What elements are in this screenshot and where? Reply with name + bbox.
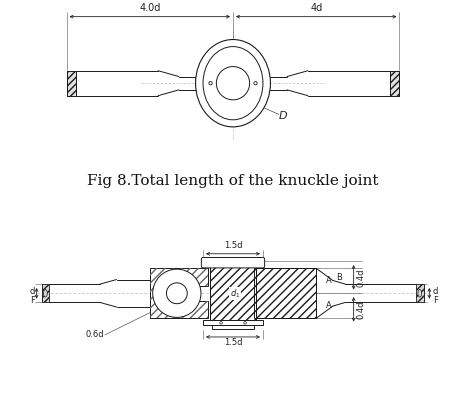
Bar xyxy=(203,261,263,266)
Ellipse shape xyxy=(220,322,222,324)
Bar xyxy=(210,266,256,320)
Bar xyxy=(254,268,316,318)
Text: F: F xyxy=(30,296,35,305)
Text: 0.4d: 0.4d xyxy=(356,300,365,319)
Bar xyxy=(210,266,256,320)
Text: F: F xyxy=(432,296,438,305)
Bar xyxy=(390,71,399,96)
Text: $d_1$: $d_1$ xyxy=(230,287,240,300)
Text: 4d: 4d xyxy=(310,3,322,13)
Ellipse shape xyxy=(166,283,187,304)
Bar xyxy=(67,71,399,96)
Text: d: d xyxy=(30,287,35,296)
Text: A: A xyxy=(326,301,331,310)
Ellipse shape xyxy=(43,290,47,297)
FancyBboxPatch shape xyxy=(201,258,265,268)
Text: 4.0d: 4.0d xyxy=(139,3,160,13)
Text: A: A xyxy=(326,276,331,285)
Bar xyxy=(203,320,263,325)
Text: D: D xyxy=(279,111,287,121)
Bar xyxy=(416,284,424,302)
Polygon shape xyxy=(150,268,208,318)
Bar xyxy=(67,71,76,96)
Ellipse shape xyxy=(244,322,246,324)
Text: d: d xyxy=(432,287,438,296)
Bar xyxy=(41,284,49,302)
Bar xyxy=(254,268,316,318)
Ellipse shape xyxy=(153,269,201,317)
Text: Fig 8.Total length of the knuckle joint: Fig 8.Total length of the knuckle joint xyxy=(87,174,379,188)
Text: 1.5d: 1.5d xyxy=(224,338,242,347)
Ellipse shape xyxy=(209,82,212,85)
Text: B: B xyxy=(336,273,343,282)
Ellipse shape xyxy=(418,290,422,297)
Ellipse shape xyxy=(216,67,250,100)
Ellipse shape xyxy=(196,40,270,127)
Bar xyxy=(212,325,254,329)
Text: 0.6d: 0.6d xyxy=(85,330,104,339)
Bar xyxy=(210,266,256,320)
Bar xyxy=(254,268,316,318)
Text: 1.5d: 1.5d xyxy=(224,241,242,250)
Text: 0.4d: 0.4d xyxy=(356,268,365,287)
Ellipse shape xyxy=(254,82,257,85)
